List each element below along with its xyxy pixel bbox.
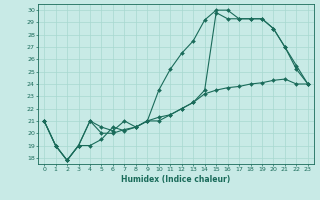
X-axis label: Humidex (Indice chaleur): Humidex (Indice chaleur) xyxy=(121,175,231,184)
